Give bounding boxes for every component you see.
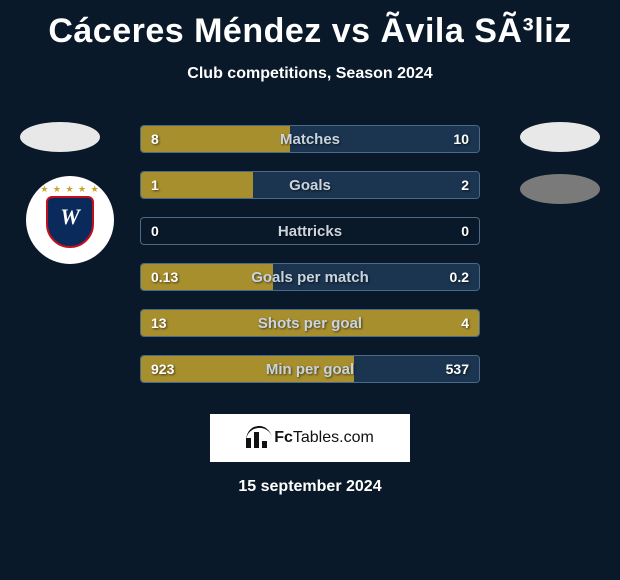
stat-label: Matches bbox=[141, 126, 479, 152]
page-title: Cáceres Méndez vs Ãvila SÃ³liz bbox=[0, 0, 620, 51]
subtitle: Club competitions, Season 2024 bbox=[0, 65, 620, 83]
crest-letter: W bbox=[40, 204, 100, 230]
date-label: 15 september 2024 bbox=[0, 478, 620, 496]
team-crest: ★ ★ ★ ★ ★ W bbox=[26, 176, 114, 264]
stat-label: Goals bbox=[141, 172, 479, 198]
stat-row: 923537Min per goal bbox=[140, 355, 480, 383]
brand-text: FcTables.com bbox=[274, 429, 374, 447]
stat-label: Goals per match bbox=[141, 264, 479, 290]
player-right-badge-1 bbox=[520, 122, 600, 152]
comparison-bars: 810Matches 12Goals 00Hattricks 0.130.2Goals… bbox=[140, 125, 480, 401]
stat-row: 810Matches bbox=[140, 125, 480, 153]
stat-label: Hattricks bbox=[141, 218, 479, 244]
player-right-badge-2 bbox=[520, 174, 600, 204]
stat-row: 134Shots per goal bbox=[140, 309, 480, 337]
player-left-badge-1 bbox=[20, 122, 100, 152]
stat-row: 12Goals bbox=[140, 171, 480, 199]
brand-badge: FcTables.com bbox=[210, 414, 410, 462]
stat-label: Min per goal bbox=[141, 356, 479, 382]
brand-chart-icon bbox=[246, 428, 268, 448]
crest-stars-icon: ★ ★ ★ ★ ★ bbox=[40, 184, 100, 195]
stat-row: 0.130.2Goals per match bbox=[140, 263, 480, 291]
stat-label: Shots per goal bbox=[141, 310, 479, 336]
stat-row: 00Hattricks bbox=[140, 217, 480, 245]
